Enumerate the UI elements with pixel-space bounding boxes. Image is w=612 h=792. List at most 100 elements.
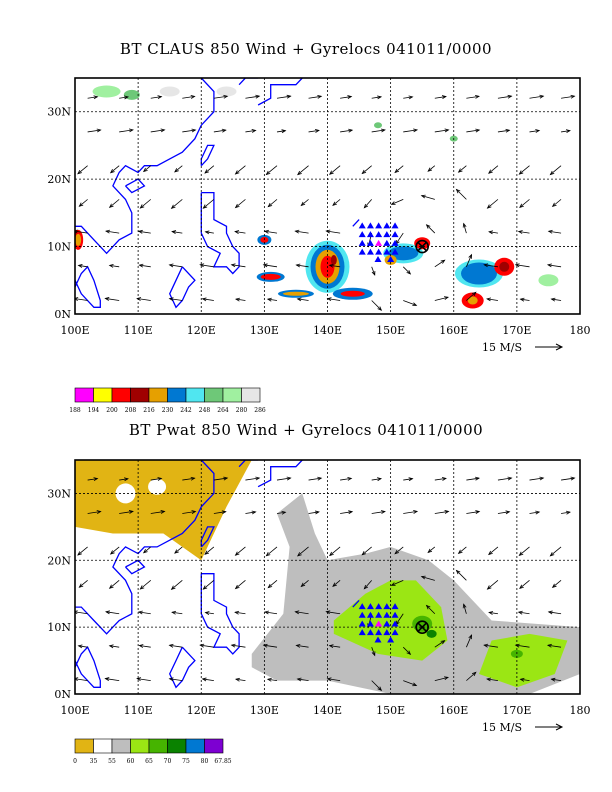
field-patch: [412, 615, 433, 632]
wind-arrowhead: [390, 582, 396, 586]
wind-arrow: [174, 546, 183, 554]
wind-arrow: [203, 580, 215, 590]
wind-arrow: [340, 129, 353, 133]
lon-label: 120E: [187, 704, 216, 717]
coastline: [200, 573, 240, 655]
wind-arrow: [434, 676, 449, 682]
legend-swatch: [185, 738, 205, 754]
wind-arrow: [466, 95, 480, 99]
wind-arrowhead: [550, 297, 556, 302]
wind-arrow: [371, 511, 385, 514]
gyre-location-marker: [391, 620, 399, 627]
wind-arrow: [205, 612, 214, 615]
gyre-location-marker: [383, 603, 391, 610]
wind-arrowhead: [468, 253, 472, 259]
wind-arrowhead: [547, 610, 553, 615]
wind-arrow: [520, 298, 530, 301]
wind-arrowhead: [128, 128, 134, 133]
wind-arrowhead: [104, 677, 110, 681]
legend-swatch: [93, 387, 113, 403]
wind-arrow: [169, 298, 183, 301]
wind-arrowhead: [486, 677, 492, 682]
wind-arrowhead: [427, 548, 433, 554]
wind-arrowhead: [221, 510, 227, 515]
gyre-location-marker: [391, 231, 399, 238]
wind-arrow: [456, 570, 467, 581]
wind-arrowhead: [157, 477, 163, 481]
wind-arrowhead: [462, 603, 467, 609]
wind-arrowhead: [347, 476, 353, 481]
wind-reference-arrowhead: [555, 723, 564, 731]
wind-arrowhead: [221, 128, 227, 133]
wind-arrowhead: [546, 643, 552, 648]
wind-arrow: [326, 611, 341, 615]
map-frame: [74, 77, 581, 315]
wind-arrow: [140, 580, 152, 590]
wind-arrowhead: [223, 94, 229, 99]
wind-arrow: [561, 95, 575, 99]
wind-arrowhead: [549, 552, 555, 557]
wind-arrow: [308, 95, 322, 99]
field-patch: [260, 273, 281, 280]
lon-label: 120E: [187, 324, 216, 337]
wind-arrow: [276, 511, 286, 514]
coastline: [75, 460, 215, 635]
legend-swatch: [222, 387, 242, 403]
wind-arrow: [276, 130, 286, 133]
wind-arrow: [295, 611, 309, 615]
gyre-location-marker: [383, 239, 391, 246]
wind-arrowhead: [517, 230, 523, 234]
wind-arrowhead: [517, 610, 523, 615]
wind-arrow: [332, 580, 341, 587]
legend-swatch: [204, 387, 224, 403]
wind-arrow: [362, 165, 372, 174]
gyre-location-marker: [366, 629, 374, 636]
wind-arrowhead: [394, 168, 400, 174]
wind-arrow: [340, 96, 352, 99]
wind-arrowhead: [204, 550, 209, 555]
wind-arrowhead: [77, 169, 82, 175]
lat-label: 30N: [47, 487, 71, 500]
wind-arrowhead: [202, 585, 208, 590]
wind-arrow: [204, 546, 215, 555]
wind-arrowhead: [314, 510, 320, 515]
wind-arrow: [109, 645, 120, 648]
gyre-location-marker: [391, 611, 399, 618]
wind-arrow: [235, 231, 246, 234]
wind-arrowhead: [380, 510, 386, 514]
wind-arrow: [489, 612, 498, 615]
wind-arrow: [110, 546, 120, 555]
wind-arrowhead: [204, 169, 209, 174]
wind-arrowhead: [204, 611, 210, 615]
wind-arrowhead: [108, 203, 114, 208]
wind-arrow: [371, 680, 382, 691]
wind-arrowhead: [539, 94, 545, 99]
wind-arrowhead: [263, 610, 269, 615]
wind-arrow: [332, 199, 341, 206]
wind-arrowhead: [108, 584, 114, 589]
wind-arrow: [105, 678, 120, 682]
wind-arrowhead: [441, 477, 447, 481]
wind-arrow: [520, 678, 530, 682]
map-frame: [74, 459, 581, 695]
wind-arrowhead: [267, 583, 273, 589]
wind-arrow: [561, 511, 571, 514]
legend-label: 65: [145, 758, 153, 765]
wind-arrowhead: [348, 510, 354, 515]
wind-arrow: [466, 672, 477, 681]
gyre-location-marker: [366, 239, 374, 246]
wind-arrow: [172, 611, 183, 615]
wind-arrow: [297, 546, 309, 557]
wind-arrow: [200, 264, 214, 268]
lat-label: 0N: [54, 688, 71, 701]
wind-arrowhead: [75, 610, 78, 615]
wind-arrow: [78, 645, 88, 648]
wind-arrowhead: [265, 552, 271, 557]
legend-swatch: [204, 738, 224, 754]
wind-arrow: [371, 96, 382, 99]
wind-arrow: [75, 611, 88, 615]
wind-arrow: [395, 232, 404, 245]
wind-arrow: [87, 511, 101, 514]
wind-arrowhead: [507, 94, 513, 99]
wind-arrowhead: [234, 203, 240, 209]
